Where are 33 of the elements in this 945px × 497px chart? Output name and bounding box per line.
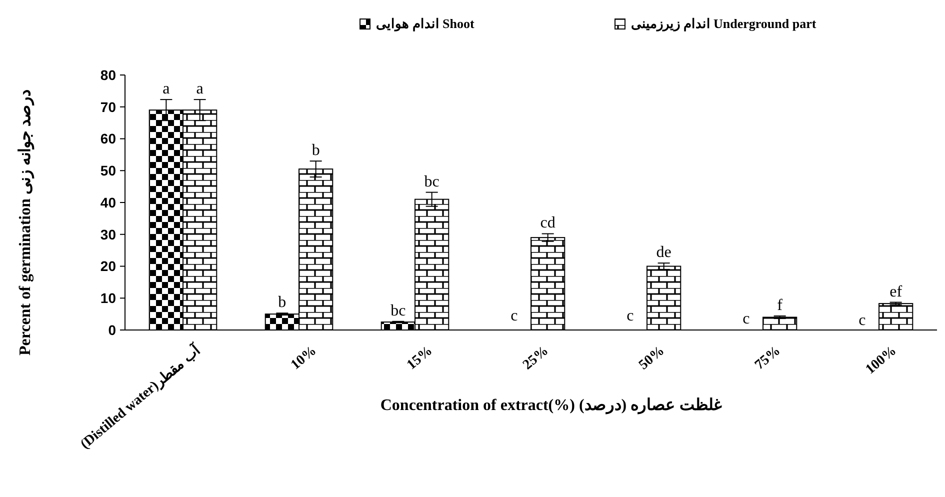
legend-label: اندام زیرزمینی Underground part — [631, 16, 817, 32]
y-tick-label: 10 — [100, 290, 116, 306]
x-tick-label: 75% — [752, 344, 784, 374]
y-tick-label: 20 — [100, 258, 116, 274]
y-tick-label: 80 — [100, 66, 116, 83]
x-tick-label: 25% — [520, 344, 552, 374]
data-label: bc — [424, 173, 440, 190]
annotation: c — [742, 310, 750, 328]
annotation: c — [858, 312, 866, 330]
y-tick-label: 50 — [100, 162, 116, 179]
x-axis-title: Concentration of extract(%) غلظت عصاره (درصد) — [380, 397, 723, 415]
y-tick-label: 70 — [100, 98, 116, 115]
x-tick-label: 10% — [288, 344, 320, 374]
data-label: ef — [890, 283, 903, 300]
legend-label: اندام هوایی Shoot — [376, 16, 475, 32]
annotation: c — [510, 307, 518, 324]
y-tick-label: 0 — [108, 322, 116, 338]
data-label: bc — [390, 302, 406, 320]
y-tick-label: 60 — [100, 130, 116, 147]
x-tick-label: (Distilled water)آب مقطر — [76, 340, 204, 452]
x-tick-label: 50% — [636, 344, 668, 374]
data-label: b — [278, 294, 286, 312]
y-tick-label: 40 — [100, 194, 116, 210]
y-tick-label: 30 — [100, 226, 116, 242]
data-label: b — [312, 142, 320, 160]
annotation: c — [626, 307, 634, 324]
data-label: f — [777, 296, 784, 314]
data-label: a — [196, 80, 204, 98]
y-axis-title: Percent of germination درصد جوانه زنی — [17, 90, 35, 356]
data-label: de — [656, 244, 672, 262]
data-label: a — [162, 80, 170, 98]
x-tick-label: 15% — [404, 344, 436, 374]
data-label: cd — [540, 214, 556, 232]
